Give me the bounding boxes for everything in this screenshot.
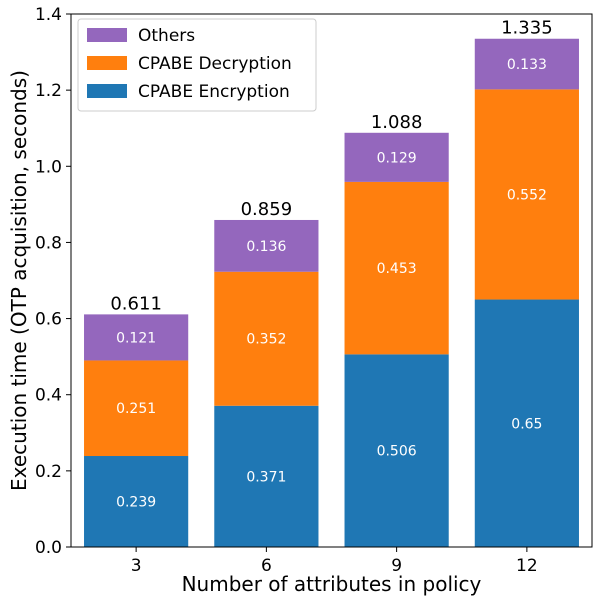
legend: Others CPABE Decryption CPABE Encryption bbox=[77, 18, 317, 112]
totals-layer: 0.611 0.859 1.088 1.335 bbox=[110, 18, 552, 315]
y-axis-title: Execution time (OTP acquisition, seconds… bbox=[7, 70, 31, 491]
bar-segment-others-12 bbox=[474, 38, 579, 90]
segment-value-label: 0.352 bbox=[246, 332, 286, 348]
segment-value-label: 0.506 bbox=[377, 444, 417, 460]
bar-segment-cpabe-decryption-9 bbox=[344, 181, 449, 355]
plot-frame bbox=[70, 13, 593, 548]
bar-total-label: 0.611 bbox=[110, 293, 162, 314]
legend-label-cpabe-decryption: CPABE Decryption bbox=[138, 54, 292, 74]
bars-layer bbox=[84, 38, 579, 547]
bar-total-label: 1.088 bbox=[371, 112, 423, 133]
bar-total-label: 1.335 bbox=[501, 18, 553, 39]
bar-segment-cpabe-encryption-12 bbox=[474, 299, 579, 547]
bar-segment-cpabe-decryption-6 bbox=[214, 271, 319, 406]
segment-value-label: 0.251 bbox=[116, 401, 156, 417]
y-tick-label: 0.6 bbox=[35, 310, 62, 330]
y-tick-label: 0.2 bbox=[35, 462, 62, 482]
y-tick-label: 1.2 bbox=[35, 81, 62, 101]
bar-segment-cpabe-decryption-3 bbox=[84, 360, 189, 457]
legend-label-cpabe-encryption: CPABE Encryption bbox=[138, 82, 290, 102]
segment-value-label: 0.453 bbox=[377, 261, 417, 277]
legend-swatch-cpabe-decryption bbox=[87, 56, 127, 70]
bar-segment-others-6 bbox=[214, 219, 319, 272]
y-tick-label: 0.0 bbox=[35, 538, 62, 558]
legend-swatch-others bbox=[87, 28, 127, 42]
legend-box bbox=[77, 18, 317, 112]
bar-segment-others-3 bbox=[84, 314, 189, 361]
segment-value-label: 0.65 bbox=[511, 416, 542, 432]
axes-layer: 0.0 0.2 0.4 0.6 0.8 1.0 1.2 1.4 3 6 9 12 bbox=[35, 5, 593, 576]
bar-total-label: 0.859 bbox=[241, 199, 293, 220]
x-tick-label: 6 bbox=[261, 556, 272, 576]
y-tick-label: 0.4 bbox=[35, 386, 62, 406]
segment-value-label: 0.136 bbox=[246, 239, 286, 255]
y-tick-label: 1.4 bbox=[35, 5, 62, 25]
segment-value-label: 0.133 bbox=[507, 57, 547, 73]
legend-swatch-cpabe-encryption bbox=[87, 84, 127, 98]
segment-value-label: 0.129 bbox=[377, 150, 417, 166]
segment-value-label: 0.239 bbox=[116, 495, 156, 511]
x-tick-label: 3 bbox=[131, 556, 142, 576]
segment-value-label: 0.371 bbox=[246, 469, 286, 485]
x-tick-label: 12 bbox=[516, 556, 538, 576]
x-axis-title: Number of attributes in policy bbox=[182, 572, 482, 596]
bar-segment-cpabe-encryption-6 bbox=[214, 405, 319, 547]
segment-value-label: 0.552 bbox=[507, 187, 547, 203]
bar-segment-cpabe-decryption-12 bbox=[474, 89, 579, 300]
bar-segment-others-9 bbox=[344, 132, 449, 182]
bar-segment-cpabe-encryption-9 bbox=[344, 354, 449, 547]
segment-value-label: 0.121 bbox=[116, 330, 156, 346]
y-tick-label: 0.8 bbox=[35, 233, 62, 253]
y-tick-label: 1.0 bbox=[35, 157, 62, 177]
segment-labels-layer: 0.239 0.251 0.121 0.371 0.352 0.136 0.506 0.453… bbox=[116, 57, 547, 510]
x-tick-label: 9 bbox=[391, 556, 402, 576]
legend-label-others: Others bbox=[138, 26, 195, 46]
bar-segment-cpabe-encryption-3 bbox=[84, 456, 189, 547]
